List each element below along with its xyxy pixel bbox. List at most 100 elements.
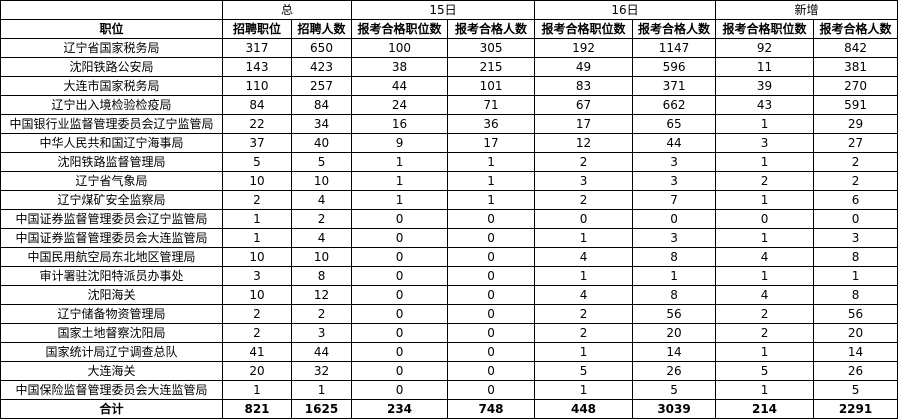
value-cell: 0 bbox=[447, 361, 536, 381]
value-cell: 1 bbox=[715, 342, 815, 362]
value-cell: 423 bbox=[290, 57, 353, 77]
value-cell: 2 bbox=[715, 304, 815, 324]
column-header: 报考合格职位数 bbox=[715, 19, 815, 39]
value-cell: 4 bbox=[715, 285, 815, 305]
column-header: 招聘职位 bbox=[222, 19, 292, 39]
value-cell: 371 bbox=[632, 76, 717, 96]
value-cell: 257 bbox=[290, 76, 353, 96]
column-header: 报考合格人数 bbox=[632, 19, 717, 39]
value-cell: 2 bbox=[222, 323, 292, 343]
value-cell: 0 bbox=[813, 209, 898, 229]
value-cell: 1 bbox=[534, 228, 634, 248]
value-cell: 4 bbox=[290, 190, 353, 210]
value-cell: 84 bbox=[222, 95, 292, 115]
value-cell: 44 bbox=[632, 133, 717, 153]
value-cell: 38 bbox=[351, 57, 449, 77]
value-cell: 12 bbox=[534, 133, 634, 153]
empty-corner-cell bbox=[0, 0, 223, 20]
value-cell: 0 bbox=[351, 342, 449, 362]
value-cell: 0 bbox=[715, 209, 815, 229]
value-cell: 143 bbox=[222, 57, 292, 77]
value-cell: 3 bbox=[290, 323, 353, 343]
total-value-cell: 2291 bbox=[813, 399, 898, 419]
column-header: 招聘人数 bbox=[290, 19, 353, 39]
value-cell: 1 bbox=[715, 114, 815, 134]
value-cell: 27 bbox=[813, 133, 898, 153]
value-cell: 1 bbox=[447, 190, 536, 210]
org-name-cell: 中华人民共和国辽宁海事局 bbox=[0, 133, 223, 153]
org-name-cell: 大连市国家税务局 bbox=[0, 76, 223, 96]
total-row: 合计 821 1625 234 748 448 3039 214 2291 bbox=[0, 399, 898, 419]
value-cell: 6 bbox=[813, 190, 898, 210]
value-cell: 20 bbox=[813, 323, 898, 343]
value-cell: 662 bbox=[632, 95, 717, 115]
value-cell: 4 bbox=[534, 285, 634, 305]
value-cell: 8 bbox=[632, 247, 717, 267]
value-cell: 5 bbox=[222, 152, 292, 172]
table-row: 辽宁省气象局 10 10 1 1 3 3 2 2 bbox=[0, 171, 898, 191]
value-cell: 1 bbox=[534, 380, 634, 400]
value-cell: 8 bbox=[813, 285, 898, 305]
value-cell: 1 bbox=[632, 266, 717, 286]
value-cell: 8 bbox=[632, 285, 717, 305]
value-cell: 0 bbox=[447, 380, 536, 400]
value-cell: 67 bbox=[534, 95, 634, 115]
value-cell: 37 bbox=[222, 133, 292, 153]
value-cell: 5 bbox=[813, 380, 898, 400]
value-cell: 3 bbox=[222, 266, 292, 286]
value-cell: 1 bbox=[447, 152, 536, 172]
table-row: 中国保险监督管理委员会大连监管局 1 1 0 0 1 5 1 5 bbox=[0, 380, 898, 400]
value-cell: 1 bbox=[715, 380, 815, 400]
value-cell: 2 bbox=[534, 152, 634, 172]
value-cell: 3 bbox=[632, 171, 717, 191]
value-cell: 26 bbox=[632, 361, 717, 381]
table-row: 中国银行业监督管理委员会辽宁监管局 22 34 16 36 17 65 1 29 bbox=[0, 114, 898, 134]
org-name-cell: 大连海关 bbox=[0, 361, 223, 381]
value-cell: 71 bbox=[447, 95, 536, 115]
org-name-cell: 国家土地督察沈阳局 bbox=[0, 323, 223, 343]
value-cell: 0 bbox=[632, 209, 717, 229]
value-cell: 192 bbox=[534, 38, 634, 58]
value-cell: 8 bbox=[813, 247, 898, 267]
table-row: 中华人民共和国辽宁海事局 37 40 9 17 12 44 3 27 bbox=[0, 133, 898, 153]
org-name-cell: 审计署驻沈阳特派员办事处 bbox=[0, 266, 223, 286]
value-cell: 5 bbox=[632, 380, 717, 400]
table-row: 辽宁储备物资管理局 2 2 0 0 2 56 2 56 bbox=[0, 304, 898, 324]
value-cell: 0 bbox=[534, 209, 634, 229]
value-cell: 5 bbox=[715, 361, 815, 381]
value-cell: 84 bbox=[290, 95, 353, 115]
value-cell: 1 bbox=[813, 266, 898, 286]
table-row: 辽宁省国家税务局 317 650 100 305 192 1147 92 842 bbox=[0, 38, 898, 58]
value-cell: 8 bbox=[290, 266, 353, 286]
value-cell: 4 bbox=[290, 228, 353, 248]
value-cell: 0 bbox=[351, 247, 449, 267]
value-cell: 270 bbox=[813, 76, 898, 96]
column-header: 报考合格人数 bbox=[447, 19, 536, 39]
org-name-cell: 沈阳铁路公安局 bbox=[0, 57, 223, 77]
org-name-cell: 中国证券监督管理委员会辽宁监管局 bbox=[0, 209, 223, 229]
total-value-cell: 3039 bbox=[632, 399, 717, 419]
value-cell: 2 bbox=[534, 304, 634, 324]
total-value-cell: 448 bbox=[534, 399, 634, 419]
column-header: 报考合格职位数 bbox=[534, 19, 634, 39]
value-cell: 0 bbox=[447, 228, 536, 248]
value-cell: 317 bbox=[222, 38, 292, 58]
value-cell: 41 bbox=[222, 342, 292, 362]
value-cell: 56 bbox=[632, 304, 717, 324]
value-cell: 10 bbox=[222, 285, 292, 305]
value-cell: 5 bbox=[290, 152, 353, 172]
group-header-16th: 16日 bbox=[534, 0, 717, 20]
value-cell: 20 bbox=[632, 323, 717, 343]
value-cell: 1 bbox=[351, 152, 449, 172]
value-cell: 10 bbox=[290, 171, 353, 191]
table-row: 辽宁出入境检验检疫局 84 84 24 71 67 662 43 591 bbox=[0, 95, 898, 115]
table-row: 国家土地督察沈阳局 2 3 0 0 2 20 2 20 bbox=[0, 323, 898, 343]
value-cell: 44 bbox=[351, 76, 449, 96]
value-cell: 650 bbox=[290, 38, 353, 58]
org-name-cell: 辽宁出入境检验检疫局 bbox=[0, 95, 223, 115]
value-cell: 1 bbox=[715, 266, 815, 286]
value-cell: 0 bbox=[351, 323, 449, 343]
value-cell: 0 bbox=[351, 209, 449, 229]
value-cell: 2 bbox=[813, 152, 898, 172]
